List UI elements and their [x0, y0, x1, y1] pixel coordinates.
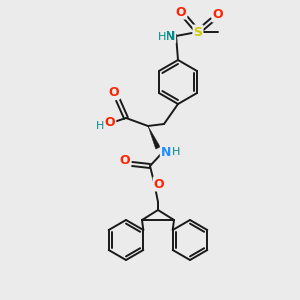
Text: O: O — [154, 178, 164, 190]
Text: S: S — [194, 26, 202, 38]
Text: O: O — [176, 5, 186, 19]
Text: N: N — [161, 146, 171, 158]
Text: H: H — [96, 121, 104, 131]
Text: H: H — [158, 32, 166, 42]
Text: H: H — [172, 147, 180, 157]
Text: O: O — [120, 154, 130, 166]
Text: N: N — [165, 29, 175, 43]
Text: O: O — [105, 116, 115, 128]
Text: O: O — [109, 85, 119, 98]
Polygon shape — [148, 126, 160, 149]
Text: O: O — [213, 8, 223, 22]
